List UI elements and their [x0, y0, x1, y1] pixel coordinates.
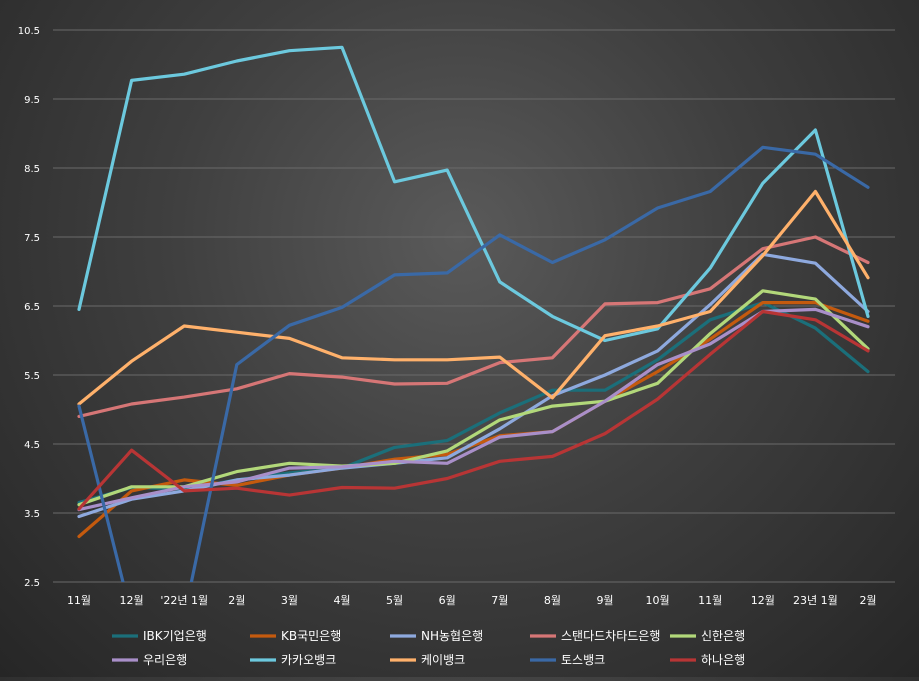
y-tick-label: 2.5 [24, 578, 40, 589]
series-line-6 [77, 307, 870, 512]
x-tick-label: 23년 1월 [793, 594, 838, 607]
x-tick-label: 2월 [859, 594, 876, 607]
legend-label: 하나은행 [701, 652, 745, 667]
series-line-8 [77, 189, 870, 406]
series-line-4 [77, 235, 870, 418]
series-lines [77, 45, 870, 582]
legend-label: IBK기업은행 [143, 628, 207, 643]
x-tick-label: 8월 [544, 594, 561, 607]
y-tick-label: 5.5 [24, 371, 40, 382]
x-tick-label: 12월 [120, 594, 144, 607]
series-line-7 [77, 45, 870, 343]
x-tick-label: '22년 1월 [160, 594, 208, 607]
x-tick-label: 11월 [67, 594, 91, 607]
legend-label: 스탠다드차타드은행 [561, 628, 660, 643]
legend-label: NH농협은행 [421, 628, 483, 643]
gridlines [53, 29, 895, 583]
y-axis-ticks: 2.5 3.5 4.5 5.5 6.5 7.5 8.5 9.5 10.5 [18, 26, 40, 589]
x-tick-label: 5월 [386, 594, 403, 607]
legend-label: KB국민은행 [281, 628, 341, 643]
y-tick-label: 4.5 [24, 440, 40, 451]
y-tick-label: 3.5 [24, 509, 40, 520]
y-tick-label: 9.5 [24, 95, 40, 106]
x-tick-label: 10월 [646, 594, 670, 607]
x-tick-label: 3월 [281, 594, 298, 607]
series-line-10 [77, 309, 870, 511]
series-line-5 [77, 289, 870, 507]
legend-label: 케이뱅크 [421, 653, 465, 667]
x-tick-label: 6월 [439, 594, 456, 607]
legend-label: 카카오뱅크 [281, 653, 336, 667]
legend-label: 신한은행 [701, 628, 745, 643]
x-tick-label: 12월 [751, 594, 775, 607]
series-line-3 [77, 252, 870, 519]
x-tick-label: 4월 [333, 594, 350, 607]
legend-label: 토스뱅크 [561, 653, 605, 667]
y-tick-label: 8.5 [24, 164, 40, 175]
x-axis-ticks: 11월 12월 '22년 1월 2월 3월 4월 5월 6월 7월 8월 9월 10월 11월 12월 23… [67, 594, 877, 607]
y-tick-label: 7.5 [24, 233, 40, 244]
legend-label: 우리은행 [143, 652, 187, 667]
x-tick-label: 9월 [596, 594, 613, 607]
series-line-9 [77, 145, 870, 582]
x-tick-label: 11월 [698, 594, 722, 607]
y-tick-label: 6.5 [24, 302, 40, 313]
series-line-2 [77, 301, 870, 539]
series-line-1 [77, 301, 870, 505]
y-tick-label: 10.5 [18, 26, 40, 37]
x-tick-label: 7월 [491, 594, 508, 607]
x-tick-label: 2월 [228, 594, 245, 607]
